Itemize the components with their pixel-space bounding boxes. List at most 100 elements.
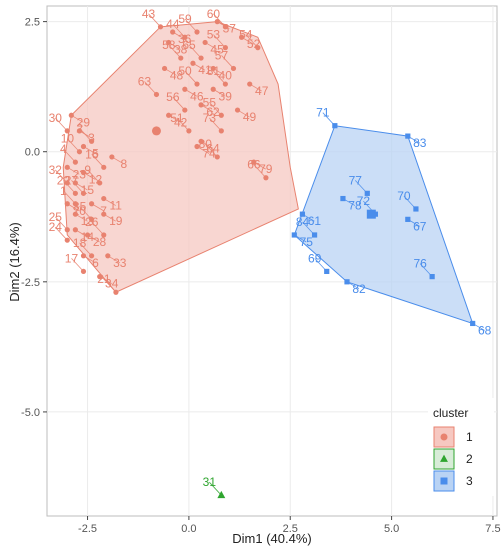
point-label-62: 62 <box>206 105 220 119</box>
label-leader <box>54 226 68 241</box>
label-leader <box>87 234 100 243</box>
point-label-10: 10 <box>61 132 75 146</box>
point-label-28: 28 <box>93 235 107 249</box>
label-leader <box>91 154 105 168</box>
point-label-26: 26 <box>85 215 99 229</box>
point-label-75: 75 <box>300 235 314 249</box>
point-36 <box>170 29 176 35</box>
label-leader <box>221 55 234 69</box>
point-label-71: 71 <box>316 106 330 120</box>
point-label-49: 49 <box>243 110 257 124</box>
label-leader <box>249 83 262 92</box>
point-label-25: 25 <box>49 210 63 224</box>
point-label-41: 41 <box>198 63 212 77</box>
label-leader <box>213 13 226 28</box>
point-label-69: 69 <box>308 251 322 265</box>
label-leader <box>79 128 92 142</box>
label-leader <box>63 180 76 194</box>
label-leader <box>103 213 116 222</box>
point-49 <box>234 107 241 113</box>
point-label-78: 78 <box>348 199 362 213</box>
point-label-39: 39 <box>219 89 233 103</box>
label-leader <box>200 140 214 149</box>
point-label-84: 84 <box>296 215 310 229</box>
cluster-center-1 <box>151 126 161 136</box>
point-label-19: 19 <box>109 214 123 228</box>
point-label-24: 24 <box>49 220 63 234</box>
label-leader <box>184 70 198 85</box>
label-leader <box>196 146 210 154</box>
label-leader <box>75 182 88 191</box>
y-tick-label: 0.0 <box>25 147 40 159</box>
point-label-56: 56 <box>166 90 180 104</box>
point-label-77: 77 <box>349 173 363 187</box>
cluster-hulls <box>62 21 474 325</box>
point-label-55: 55 <box>203 95 217 109</box>
point-label-52: 52 <box>247 37 261 51</box>
point-label-60: 60 <box>207 7 221 21</box>
point-label-18: 18 <box>73 236 87 250</box>
x-tick-label: 0.0 <box>181 523 196 535</box>
point-label-80: 80 <box>199 137 213 151</box>
point-label-22: 22 <box>57 173 71 187</box>
point-label-64: 64 <box>206 141 220 155</box>
point-label-48: 48 <box>170 68 184 82</box>
y-tick-label: -5.0 <box>21 407 40 419</box>
label-leader <box>75 213 88 222</box>
point-label-36: 36 <box>178 32 192 46</box>
label-leader <box>91 221 105 236</box>
label-leader <box>79 242 92 257</box>
label-leader <box>83 172 96 180</box>
point-label-59: 59 <box>178 12 192 26</box>
point-label-3: 3 <box>88 131 95 145</box>
label-leader <box>403 195 417 210</box>
point-label-43: 43 <box>142 7 156 21</box>
point-label-30: 30 <box>49 111 63 125</box>
point-label-14: 14 <box>81 230 95 244</box>
point-label-29: 29 <box>77 115 91 129</box>
label-leader <box>144 81 157 95</box>
label-leader <box>314 258 328 272</box>
label-leader <box>103 198 116 206</box>
label-leader <box>91 203 104 212</box>
point-label-1: 1 <box>60 184 67 198</box>
label-leader <box>245 34 259 48</box>
label-leader <box>184 88 198 97</box>
point-label-11: 11 <box>110 199 123 213</box>
label-leader <box>83 255 96 264</box>
point-label-40: 40 <box>219 68 233 82</box>
point-79 <box>251 159 257 165</box>
label-leader <box>63 148 76 163</box>
label-leader <box>67 203 80 212</box>
point-label-16: 16 <box>85 147 99 161</box>
label-leader <box>83 146 96 154</box>
label-leader <box>79 206 92 220</box>
label-leader <box>407 135 421 144</box>
point-label-73: 73 <box>203 111 217 125</box>
point-label-27: 27 <box>65 173 79 187</box>
label-leader <box>253 161 266 170</box>
point-75 <box>291 232 297 238</box>
label-leader <box>148 13 161 28</box>
label-leader <box>71 114 84 123</box>
label-leader <box>209 117 222 132</box>
label-leader <box>294 234 307 243</box>
label-leader <box>213 68 226 76</box>
point-42 <box>166 112 172 118</box>
point-labels: 4336593760525438444553485841654057476346… <box>49 7 492 496</box>
y-tick-label: 2.5 <box>25 17 40 29</box>
label-leader <box>172 31 185 40</box>
label-leader <box>63 190 76 205</box>
x-tick-label: 5.0 <box>384 523 399 535</box>
label-leader <box>172 23 186 38</box>
point-label-61: 61 <box>308 214 322 228</box>
label-leader <box>164 68 177 76</box>
point-label-12: 12 <box>89 173 103 187</box>
label-leader <box>209 481 222 496</box>
label-leader <box>107 255 121 264</box>
point-label-63: 63 <box>138 74 152 88</box>
point-label-68: 68 <box>478 323 492 337</box>
label-leader <box>54 117 68 132</box>
label-leader <box>213 34 226 48</box>
label-leader <box>472 323 485 331</box>
